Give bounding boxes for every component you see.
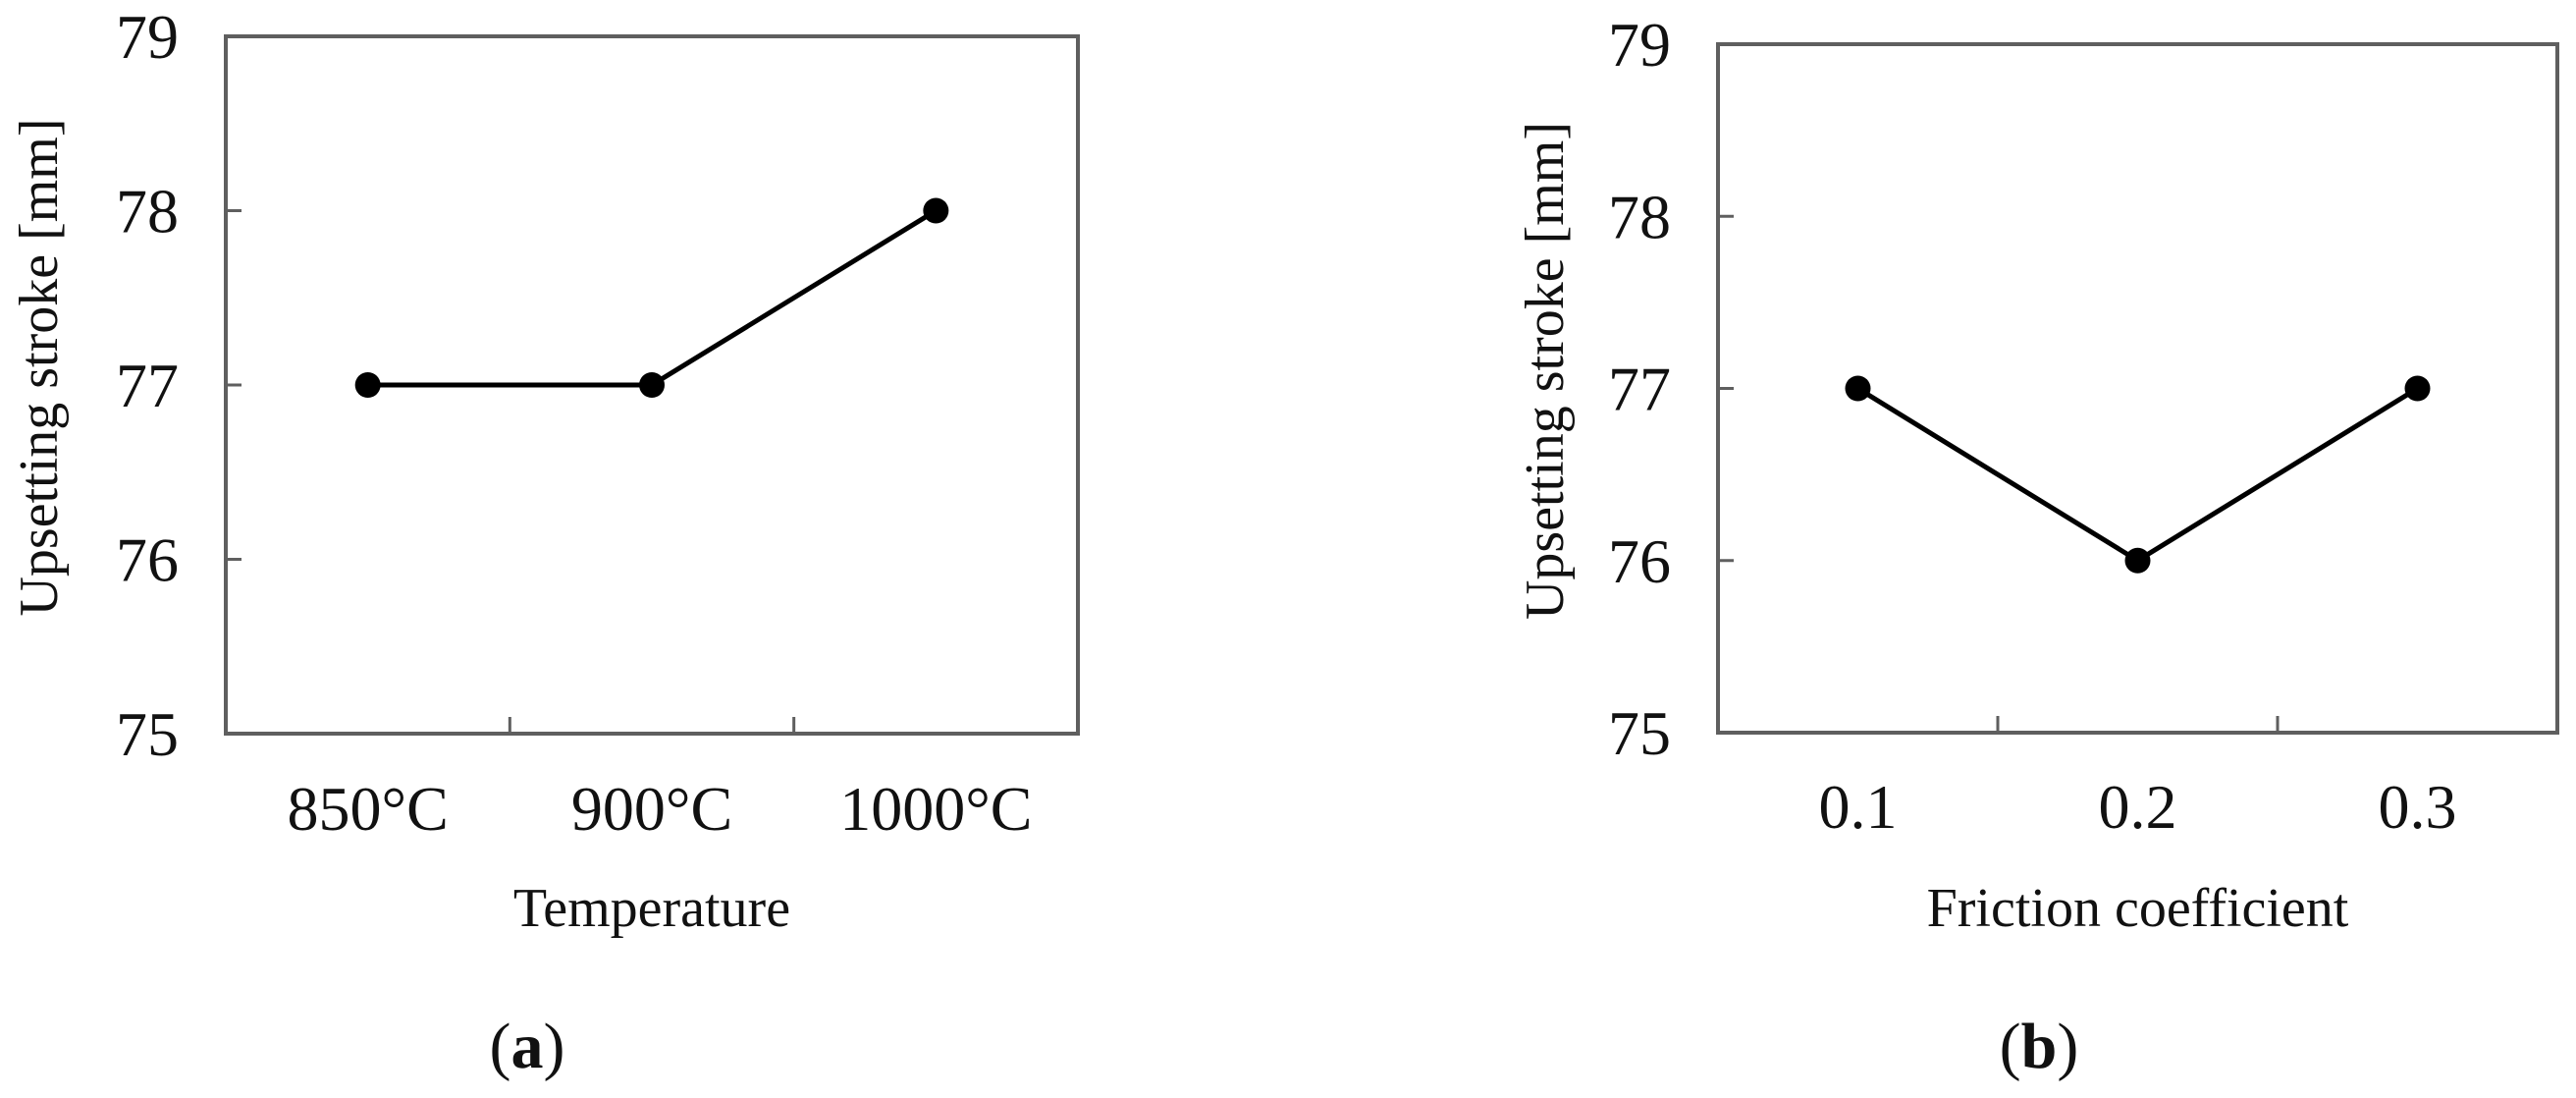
data-point-marker — [2124, 547, 2151, 574]
x-tick-label: 0.1 — [1819, 772, 1898, 842]
data-point-marker — [2404, 375, 2431, 402]
y-tick-label: 75 — [116, 699, 179, 769]
panel-letter: b — [2021, 1011, 2058, 1082]
chart-panel-b: 75 76 77 78 79 0.1 0.2 0.3 Upsetting stroke [mm]… — [1515, 10, 2559, 1082]
x-tick-label: 850°C — [288, 774, 449, 844]
y-tick-label: 76 — [1608, 526, 1671, 596]
x-tick-label: 1000°C — [839, 774, 1032, 844]
x-axis-title: Friction coefficient — [1927, 878, 2349, 939]
data-point-marker — [354, 372, 381, 398]
panel-letter: a — [511, 1011, 544, 1082]
data-point-marker — [1845, 375, 1871, 402]
y-tick-label: 78 — [1608, 182, 1671, 251]
chart-panel-a: 75 76 77 78 79 850°C 900°C 1000°C Upsetting stro… — [9, 2, 1080, 1082]
x-tick-label: 0.2 — [2099, 772, 2177, 842]
y-tick-label: 77 — [1608, 355, 1671, 424]
y-tick-label: 76 — [116, 525, 179, 595]
series-line — [367, 208, 938, 388]
x-axis-title: Temperature — [513, 878, 790, 939]
y-tick-label: 77 — [116, 351, 179, 420]
data-point-marker — [639, 372, 665, 398]
panel-label: (b) — [2000, 1011, 2079, 1082]
y-tick-label: 79 — [1608, 10, 1671, 80]
y-axis-title: Upsetting stroke [mm] — [1515, 122, 1576, 620]
plot-area-frame — [1716, 42, 2559, 735]
y-tick-label: 79 — [116, 2, 179, 72]
x-tick-label: 900°C — [571, 774, 732, 844]
y-tick-label: 75 — [1608, 698, 1671, 768]
x-tick-label: 0.3 — [2379, 772, 2457, 842]
series-line — [1856, 386, 2419, 564]
y-tick-label: 78 — [116, 177, 179, 247]
panel-label: (a) — [490, 1011, 565, 1082]
data-point-marker — [923, 197, 949, 224]
y-axis-title: Upsetting stroke [mm] — [9, 118, 70, 616]
